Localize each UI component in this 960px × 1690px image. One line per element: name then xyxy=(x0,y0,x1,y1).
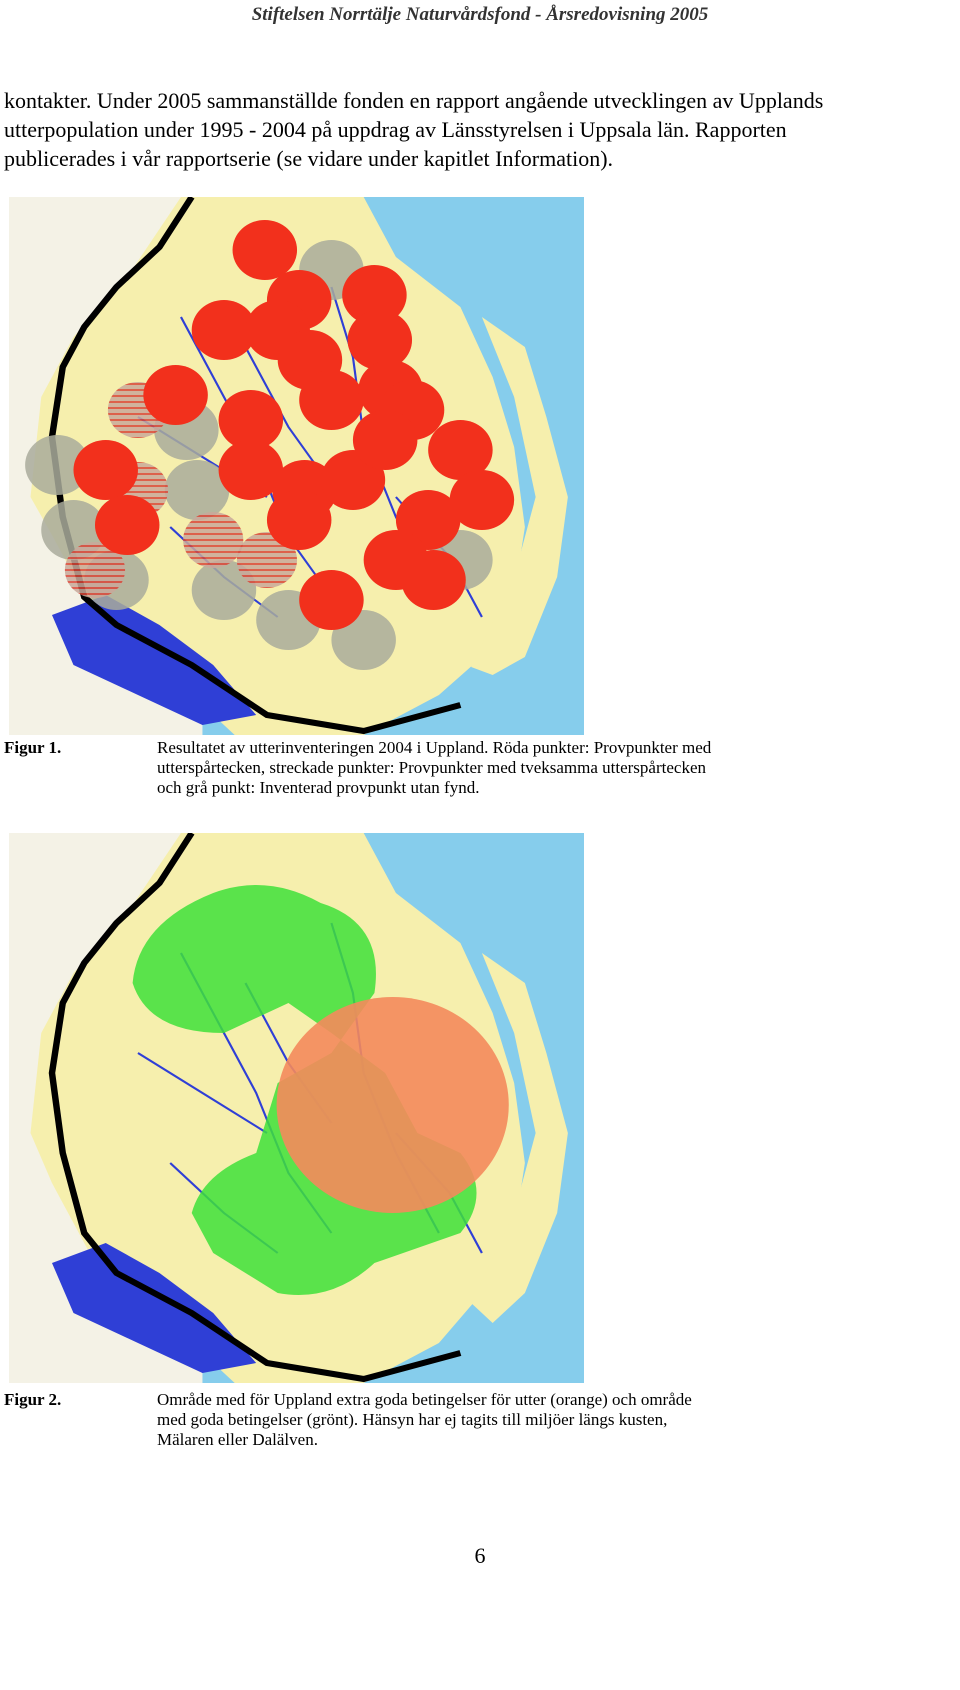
lake-malaren xyxy=(51,595,257,725)
map-figure-2 xyxy=(9,833,584,1383)
paragraph-line: kontakter. Under 2005 sammanställde fond… xyxy=(4,88,824,113)
red-point xyxy=(347,310,413,370)
hatched-point xyxy=(183,512,244,568)
caption-line: Mälaren eller Dalälven. xyxy=(157,1430,318,1449)
red-point xyxy=(428,420,493,480)
hatched-point xyxy=(64,542,126,598)
map-figure-1 xyxy=(9,197,584,735)
figure-label: Figur 1. xyxy=(4,738,62,757)
caption-line: och grå punkt: Inventerad provpunkt utan… xyxy=(157,778,480,797)
archipelago xyxy=(471,317,568,675)
red-point xyxy=(218,390,284,450)
red-point xyxy=(401,550,466,610)
gray-point xyxy=(191,560,257,620)
red-point xyxy=(266,490,332,550)
red-point xyxy=(94,495,160,555)
extra-good-conditions-area xyxy=(276,997,509,1213)
paragraph-line: utterpopulation under 1995 - 2004 på upp… xyxy=(4,117,787,142)
archipelago xyxy=(471,953,568,1323)
lake-malaren xyxy=(51,1243,257,1373)
red-point xyxy=(299,570,364,630)
figure-label: Figur 2. xyxy=(4,1390,62,1409)
red-point xyxy=(342,265,407,325)
paragraph-line: publicerades i vår rapportserie (se vida… xyxy=(4,146,614,171)
red-point xyxy=(299,370,364,430)
county-border xyxy=(48,833,462,1383)
running-header: Stiftelsen Norrtälje Naturvårdsfond - År… xyxy=(251,4,709,25)
caption-line: Område med för Uppland extra goda beting… xyxy=(157,1390,692,1409)
hatched-point xyxy=(236,532,298,588)
red-point xyxy=(73,440,138,500)
red-point xyxy=(232,220,298,280)
caption-line: utterspårtecken, streckade punkter: Prov… xyxy=(157,758,706,777)
red-point xyxy=(352,410,418,470)
red-point xyxy=(218,440,284,500)
page-number: 6 xyxy=(474,1543,486,1568)
gray-point xyxy=(25,435,90,495)
caption-line: Resultatet av utterinventeringen 2004 i … xyxy=(157,738,712,757)
gray-point xyxy=(164,460,230,520)
caption-line: med goda betingelser (grönt). Hänsyn har… xyxy=(157,1410,668,1429)
red-point xyxy=(143,365,208,425)
red-point xyxy=(449,470,515,530)
red-point xyxy=(191,300,257,360)
